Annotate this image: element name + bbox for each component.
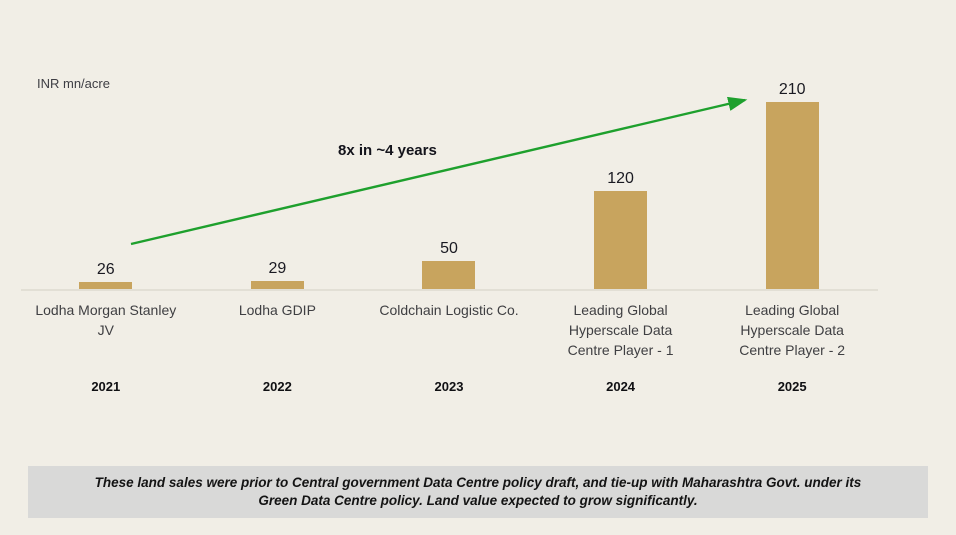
- bar-plot-area: 26 29 50 120 210: [20, 0, 878, 290]
- bar: [422, 261, 476, 290]
- bar: [250, 281, 304, 290]
- year-label: 2022: [262, 379, 292, 394]
- bar-column: 50: [363, 0, 535, 290]
- bar-value-label: 120: [607, 170, 634, 187]
- year-label: 2023: [434, 379, 464, 394]
- year-label: 2024: [606, 379, 636, 394]
- footer-note-box: These land sales were prior to Central g…: [28, 466, 928, 518]
- category-label: Lodha GDIP: [238, 302, 316, 318]
- bar-value-label: 50: [440, 240, 458, 257]
- x-axis-line: [21, 289, 878, 291]
- category-labels-row: Lodha Morgan Stanley JV Lodha GDIP Coldc…: [20, 300, 878, 360]
- bar-column: 26: [20, 0, 192, 290]
- category-label: Leading Global Hyperscale Data Centre Pl…: [739, 302, 846, 358]
- category-label: Leading Global Hyperscale Data Centre Pl…: [567, 302, 674, 358]
- year-label: 2025: [777, 379, 807, 394]
- year-labels-row: 2021 2022 2023 2024 2025: [20, 379, 878, 394]
- bar-value-label: 210: [778, 81, 806, 98]
- footer-note-line1: These land sales were prior to Central g…: [94, 475, 862, 490]
- bar-column: 29: [192, 0, 364, 290]
- bar: [765, 102, 819, 290]
- bar-column: 210: [706, 0, 878, 290]
- bar: [79, 282, 133, 290]
- bar-value-label: 29: [268, 260, 287, 277]
- bar-column: 120: [535, 0, 707, 290]
- category-label: Lodha Morgan Stanley JV: [35, 302, 177, 338]
- bar-value-label: 26: [96, 261, 115, 278]
- bar: [594, 191, 648, 290]
- axis-unit-label: INR mn/acre: [37, 76, 110, 91]
- category-label: Coldchain Logistic Co.: [379, 302, 519, 318]
- year-label: 2021: [91, 379, 121, 394]
- footer-note-line2: Green Data Centre policy. Land value exp…: [258, 493, 698, 508]
- growth-annotation-label: 8x in ~4 years: [338, 142, 437, 159]
